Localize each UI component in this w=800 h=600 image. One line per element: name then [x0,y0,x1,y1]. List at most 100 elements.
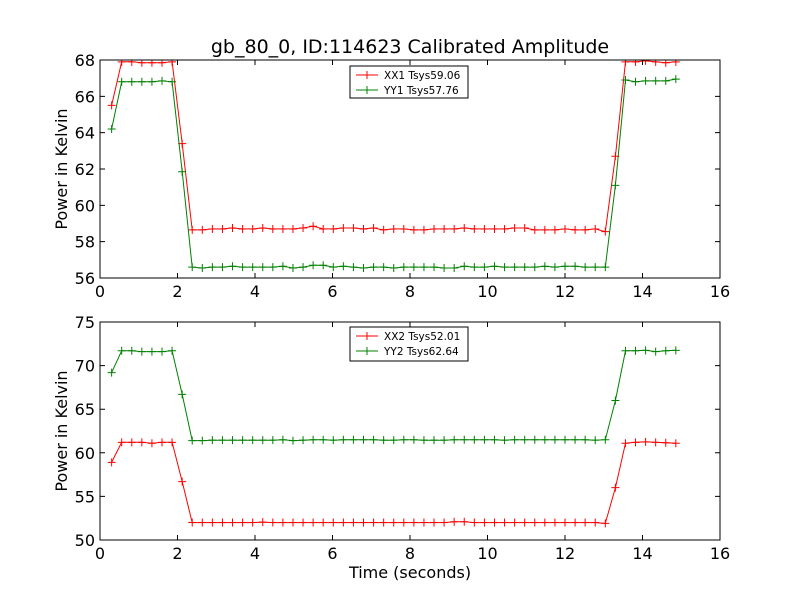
data-point [490,518,499,527]
data-point [671,439,680,448]
data-point [268,224,277,233]
data-point [591,518,600,527]
legend-marker [363,71,371,79]
data-point [540,262,549,271]
data-point [319,261,328,270]
x-tick-label: 16 [710,544,730,563]
data-point [561,262,569,271]
data-point [419,436,428,445]
data-point [117,438,126,447]
data-point [339,435,348,444]
data-point [319,518,328,527]
x-tick-label: 2 [172,544,182,563]
data-point [278,518,287,527]
data-point [450,264,459,273]
data-point [530,263,539,272]
data-point [248,518,257,527]
data-point [611,181,620,190]
data-point [208,224,217,233]
data-point [409,225,418,234]
data-point [430,518,439,527]
data-point [248,436,257,445]
data-point [218,518,227,527]
data-point [480,435,489,444]
x-tick-label: 4 [250,282,260,301]
data-point [621,346,630,355]
data-point [218,263,227,272]
y-axis-label: Power in Kelvin [52,108,71,229]
data-point [359,518,368,527]
data-point [349,263,358,272]
data-point [591,263,600,272]
data-point [379,263,388,272]
data-point [671,346,680,355]
y-tick-label: 50 [75,531,95,550]
data-point [258,518,267,527]
legend-label: YY1 Tsys57.76 [383,85,459,97]
data-point [601,263,610,272]
data-point [188,436,197,445]
x-tick-label: 2 [172,282,182,301]
data-point [631,60,640,66]
legend-box [349,65,469,99]
data-point [168,346,177,355]
data-point [178,390,187,399]
data-point [248,224,257,233]
y-tick-label: 58 [75,233,95,252]
data-point [299,263,308,272]
data-point [440,436,449,445]
data-point [399,435,408,444]
data-point [137,347,146,356]
data-point [319,224,328,233]
data-point [440,264,449,273]
x-tick-label: 6 [327,544,337,563]
data-point [168,60,177,66]
data-point [147,439,156,448]
data-point [349,435,358,444]
data-point [460,435,469,444]
x-tick-label: 10 [477,544,497,563]
data-point [389,436,398,445]
data-point [127,60,136,66]
data-point [571,435,580,444]
data-point [550,225,559,234]
data-point [611,396,620,405]
data-point [641,76,650,85]
data-point [127,346,136,355]
data-point [258,263,267,272]
y-tick-label: 64 [75,124,95,143]
series-line [111,349,676,442]
data-point [198,518,207,527]
data-point [309,435,318,444]
data-point [621,439,630,448]
data-point [339,518,348,527]
data-point [440,224,449,233]
data-point [188,518,197,527]
series-line [111,78,676,269]
data-point [530,435,539,444]
data-point [470,518,479,527]
data-point [228,262,237,271]
y-tick-label: 62 [75,160,95,179]
data-point [540,435,549,444]
data-point [168,77,177,86]
x-tick-label: 16 [710,282,730,301]
data-point [268,263,277,272]
data-point [268,518,277,527]
data-point [651,60,660,66]
x-tick-label: 12 [555,282,575,301]
x-tick-label: 0 [95,544,105,563]
data-point [550,518,559,527]
data-point [651,347,660,356]
data-point [480,263,489,272]
legend-box [349,326,469,362]
data-point [158,76,166,85]
data-point [409,435,418,444]
data-point [288,224,297,233]
data-point [490,224,499,233]
data-point [127,438,136,447]
data-point [107,368,116,377]
data-point [278,224,287,233]
data-point [379,225,388,234]
series-1 [107,60,680,236]
